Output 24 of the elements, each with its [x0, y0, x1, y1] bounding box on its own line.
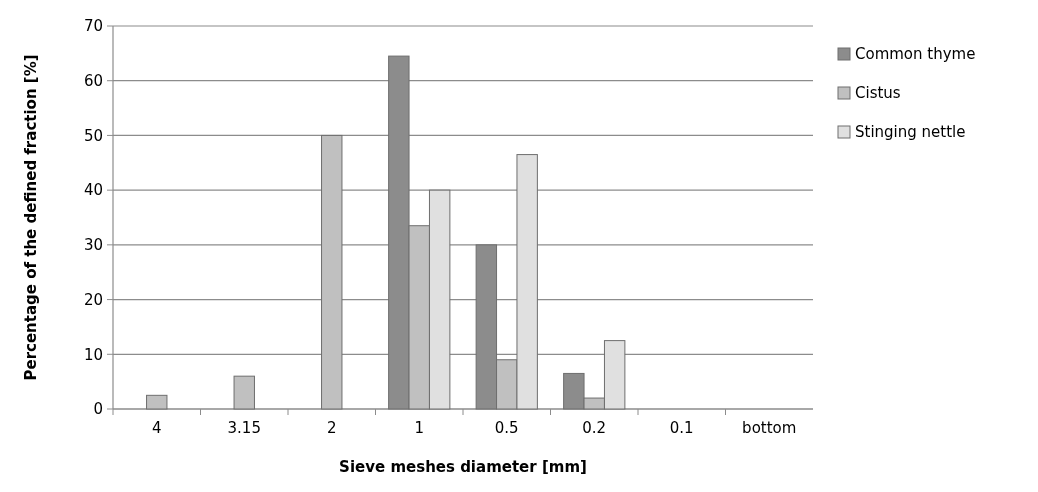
x-tick-label: 3.15	[227, 419, 261, 437]
bar	[146, 394, 168, 410]
y-tick-label: 10	[83, 345, 103, 364]
y-tick-label: 20	[83, 290, 103, 309]
bar	[321, 134, 343, 410]
legend-label: Cistus	[855, 84, 901, 103]
x-tick-label: 1	[414, 419, 425, 437]
x-tick-label: bottom	[742, 419, 797, 437]
x-tick-label: 0.5	[494, 419, 519, 437]
x-axis-title: Sieve meshes diameter [mm]	[339, 458, 587, 476]
y-tick-label: 50	[83, 126, 103, 145]
x-tick-label: 0.1	[669, 419, 694, 437]
x-tick-label: 4	[151, 419, 162, 437]
y-tick-label: 60	[83, 71, 103, 90]
legend-label: Stinging nettle	[855, 123, 966, 142]
y-axis-title: Percentage of the defined fraction [%]	[22, 54, 40, 381]
x-tick-label: 0.2	[582, 419, 607, 437]
y-tick-label: 70	[83, 17, 103, 36]
y-tick-label: 30	[83, 236, 103, 255]
legend-label: Common thyme	[855, 45, 976, 64]
bar	[233, 375, 255, 410]
y-tick-label: 0	[93, 400, 103, 419]
x-tick-label: 2	[326, 419, 337, 437]
y-tick-label: 40	[83, 181, 103, 200]
